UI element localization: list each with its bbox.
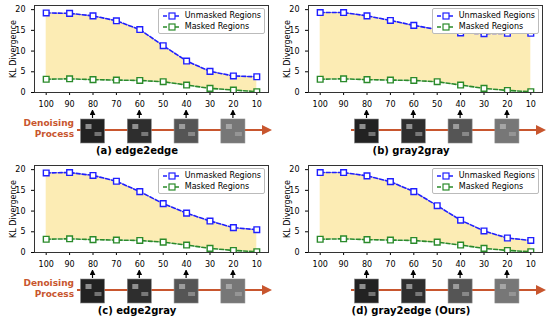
svg-text:20: 20	[289, 5, 299, 14]
svg-text:80: 80	[362, 260, 372, 269]
svg-text:15: 15	[15, 185, 26, 195]
svg-text:10: 10	[15, 206, 26, 216]
svg-text:30: 30	[205, 260, 215, 269]
svg-text:60: 60	[409, 100, 419, 109]
svg-text:10: 10	[526, 100, 536, 109]
svg-text:30: 30	[205, 100, 215, 109]
svg-text:60: 60	[135, 260, 145, 269]
html-text:(b) gray2gray: (b) gray2gray	[372, 145, 450, 156]
svg-text:80: 80	[362, 100, 372, 109]
html-text:(c) edge2gray: (c) edge2gray	[97, 305, 177, 316]
svg-text:10: 10	[252, 100, 262, 109]
svg-text:0: 0	[294, 88, 299, 97]
html-text:Masked Regions: Masked Regions	[458, 182, 524, 191]
html-text:(d) gray2edge (Ours): (d) gray2edge (Ours)	[351, 305, 471, 316]
svg-text:70: 70	[385, 260, 395, 269]
svg-text:10: 10	[15, 46, 26, 56]
svg-text:DenoisingProcess: DenoisingProcess	[23, 118, 74, 139]
svg-text:10: 10	[289, 46, 300, 56]
svg-text:DenoisingProcess: DenoisingProcess	[23, 278, 74, 299]
svg-text:100: 100	[313, 100, 328, 109]
svg-text:70: 70	[385, 100, 395, 109]
html-text:Masked Regions: Masked Regions	[458, 22, 524, 31]
svg-text:40: 40	[182, 260, 192, 269]
svg-text:20: 20	[502, 100, 512, 109]
html-text:Unmasked Regions: Unmasked Regions	[184, 171, 261, 180]
svg-text:50: 50	[432, 260, 442, 269]
svg-text:KL Divergence: KL Divergence	[9, 20, 18, 78]
svg-text:KL Divergence: KL Divergence	[283, 180, 292, 238]
svg-text:60: 60	[409, 260, 419, 269]
svg-text:20: 20	[228, 100, 238, 109]
svg-text:70: 70	[111, 100, 121, 109]
svg-text:20: 20	[15, 5, 25, 14]
svg-text:90: 90	[65, 100, 75, 109]
html-text:Unmasked Regions: Unmasked Regions	[458, 11, 535, 20]
html-text:Unmasked Regions: Unmasked Regions	[184, 11, 261, 20]
svg-text:5: 5	[20, 227, 25, 236]
svg-text:50: 50	[158, 100, 168, 109]
svg-text:KL Divergence: KL Divergence	[9, 180, 18, 238]
svg-text:30: 30	[479, 100, 489, 109]
svg-text:90: 90	[65, 260, 75, 269]
svg-text:80: 80	[88, 260, 98, 269]
svg-text:50: 50	[158, 260, 168, 269]
svg-text:10: 10	[526, 260, 536, 269]
svg-text:90: 90	[339, 260, 349, 269]
svg-text:40: 40	[456, 100, 466, 109]
svg-text:20: 20	[228, 260, 238, 269]
svg-text:50: 50	[432, 100, 442, 109]
svg-text:40: 40	[456, 260, 466, 269]
html-text:Masked Regions: Masked Regions	[184, 182, 250, 191]
svg-text:40: 40	[182, 100, 192, 109]
svg-text:0: 0	[20, 88, 25, 97]
html-text:(a) edge2edge: (a) edge2edge	[96, 145, 178, 156]
svg-text:20: 20	[15, 165, 25, 174]
svg-text:100: 100	[313, 260, 328, 269]
svg-text:20: 20	[289, 165, 299, 174]
svg-text:60: 60	[135, 100, 145, 109]
svg-text:70: 70	[111, 260, 121, 269]
svg-text:KL Divergence: KL Divergence	[283, 20, 292, 78]
svg-text:100: 100	[39, 260, 54, 269]
html-text:Masked Regions: Masked Regions	[184, 22, 250, 31]
svg-text:0: 0	[20, 248, 25, 257]
html-text:Unmasked Regions: Unmasked Regions	[458, 171, 535, 180]
svg-text:10: 10	[252, 260, 262, 269]
svg-text:15: 15	[15, 25, 26, 35]
svg-text:5: 5	[20, 67, 25, 76]
svg-text:10: 10	[289, 206, 300, 216]
svg-text:20: 20	[502, 260, 512, 269]
svg-text:15: 15	[289, 185, 300, 195]
svg-text:90: 90	[339, 100, 349, 109]
svg-text:5: 5	[294, 227, 299, 236]
svg-text:5: 5	[294, 67, 299, 76]
svg-text:80: 80	[88, 100, 98, 109]
svg-text:0: 0	[294, 248, 299, 257]
svg-text:100: 100	[39, 100, 54, 109]
svg-text:15: 15	[289, 25, 300, 35]
svg-text:30: 30	[479, 260, 489, 269]
